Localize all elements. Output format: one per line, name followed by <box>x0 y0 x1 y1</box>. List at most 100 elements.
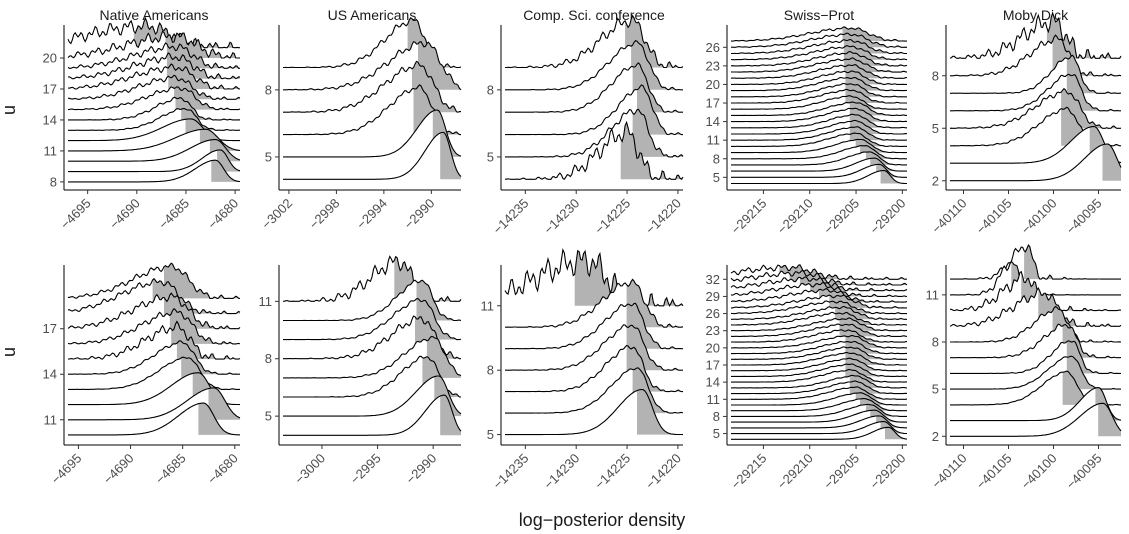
y-tick-label: 17 <box>706 358 720 373</box>
ridge-line-u5 <box>731 421 907 435</box>
x-tick-label: −14225 <box>592 196 634 238</box>
ridge-line-u18 <box>67 277 241 315</box>
ridge-line-u7 <box>731 151 907 166</box>
ridge-line-u6 <box>731 157 907 172</box>
ridge-line-u18 <box>731 346 907 360</box>
x-tick-label: −14230 <box>541 451 583 493</box>
ridge-shade-u4 <box>1062 371 1121 405</box>
y-tick-label: 20 <box>43 51 57 66</box>
ridge-shade-u9 <box>1046 13 1121 59</box>
ridge-line-u5 <box>505 108 684 158</box>
y-tick-label: 23 <box>706 323 720 338</box>
ridge-line-u8 <box>68 159 241 183</box>
ridge-shade-u9 <box>217 149 240 172</box>
ridge-line-u19 <box>67 42 240 69</box>
panel-9: 2 5 8 11 −40110 −40105 −40100 −40095 <box>926 243 1122 492</box>
ridge-line-u19 <box>731 76 908 92</box>
ridge-line-u8 <box>731 145 907 160</box>
ridge-line-u5 <box>283 375 462 417</box>
ridge-background <box>68 149 240 172</box>
ridge-line-u4 <box>283 131 462 180</box>
ridge-line-u20 <box>731 70 907 85</box>
ridge-line-u26 <box>730 300 907 315</box>
ridge-line-u6 <box>950 73 1121 112</box>
ridge-line-u9 <box>505 14 684 69</box>
panel-title: Comp. Sci. conference <box>523 7 665 23</box>
ridge-line-u16 <box>68 74 241 100</box>
panel-6: 5 8 11 −3000 −2995 −2990 <box>259 255 462 487</box>
y-tick-label: 14 <box>706 114 720 129</box>
panel-7: 5 8 11 −14235 −14230 −14225 −14220 <box>481 248 684 493</box>
y-tick-label: 5 <box>487 427 494 442</box>
ridge-line-u22 <box>730 57 908 73</box>
panel-title: US Americans <box>328 7 417 23</box>
ridge-line-u20 <box>67 30 240 59</box>
x-tick-label: −4695 <box>48 451 84 487</box>
y-tick-label: 8 <box>713 409 720 424</box>
ridge-line-u4 <box>504 120 684 181</box>
ridge-background <box>68 403 240 435</box>
ridge-line-u15 <box>67 320 241 360</box>
y-tick-label: 11 <box>707 133 721 148</box>
x-tick-label: −4680 <box>204 451 240 487</box>
ridge-line-u12 <box>731 119 908 135</box>
ridge-shade-u2 <box>1102 144 1121 181</box>
ridge-line-u21 <box>730 64 908 79</box>
ridge-line-u5 <box>283 109 462 158</box>
ridge-line-u11 <box>68 387 241 421</box>
x-tick-label: −4685 <box>156 196 192 232</box>
ridge-background <box>283 256 461 302</box>
y-tick-label: 5 <box>932 121 939 136</box>
x-tick-label: −29210 <box>774 196 816 238</box>
ridge-background <box>731 415 907 428</box>
ridge-line-u7 <box>505 344 683 393</box>
ridge-background <box>283 376 461 417</box>
ridge-line-u13 <box>68 107 241 131</box>
ridge-line-u25 <box>731 305 907 320</box>
ridge-line-u17 <box>731 88 907 104</box>
ridge-line-u5 <box>950 355 1121 390</box>
ridge-line-u22 <box>730 323 908 337</box>
ridge-line-u6 <box>731 415 907 429</box>
y-tick-label: 11 <box>44 143 58 158</box>
ridge-line-u8 <box>505 39 683 91</box>
ridge-line-u12 <box>731 380 908 395</box>
x-tick-label: −14235 <box>490 196 532 238</box>
x-tick-label: −2995 <box>347 451 383 487</box>
ridge-shade-u2 <box>1098 403 1121 437</box>
ridge-line-u9 <box>949 11 1122 59</box>
panel-5: 11 14 17 −4695 −4690 −4685 −4680 <box>43 262 241 487</box>
ridge-background <box>731 158 907 172</box>
y-tick-label: 17 <box>43 321 57 336</box>
x-tick-label: −2990 <box>403 451 439 487</box>
ridge-line-u18 <box>67 52 241 80</box>
x-tick-label: −29215 <box>728 451 770 493</box>
ridge-shade-u4 <box>440 132 461 180</box>
y-axis-title-bottom: u <box>0 347 19 357</box>
ridge-background <box>283 110 461 157</box>
x-tick-label: −2994 <box>354 196 390 232</box>
ridge-line-u11 <box>68 128 241 152</box>
x-tick-label: −40095 <box>1063 196 1105 238</box>
y-axis-title-top: u <box>0 105 19 115</box>
ridge-line-u29 <box>730 281 908 297</box>
y-tick-label: 11 <box>707 392 721 407</box>
ridge-line-u32 <box>730 264 908 280</box>
y-tick-label: 14 <box>43 112 57 127</box>
x-tick-label: −4690 <box>100 451 136 487</box>
ridge-line-u8 <box>731 403 907 417</box>
y-tick-label: 8 <box>487 363 494 378</box>
x-tick-label: −40105 <box>973 196 1015 238</box>
y-tick-label: 5 <box>713 170 720 185</box>
ridge-line-u31 <box>730 269 908 286</box>
ridge-line-u17 <box>67 292 241 330</box>
ridge-line-u25 <box>731 38 907 55</box>
ridge-line-u26 <box>731 32 908 48</box>
x-tick-label: −2998 <box>306 196 342 232</box>
ridge-line-u12 <box>950 243 1121 280</box>
ridge-line-u21 <box>67 16 240 49</box>
y-tick-label: 11 <box>481 298 495 313</box>
ridge-line-u9 <box>505 302 683 350</box>
